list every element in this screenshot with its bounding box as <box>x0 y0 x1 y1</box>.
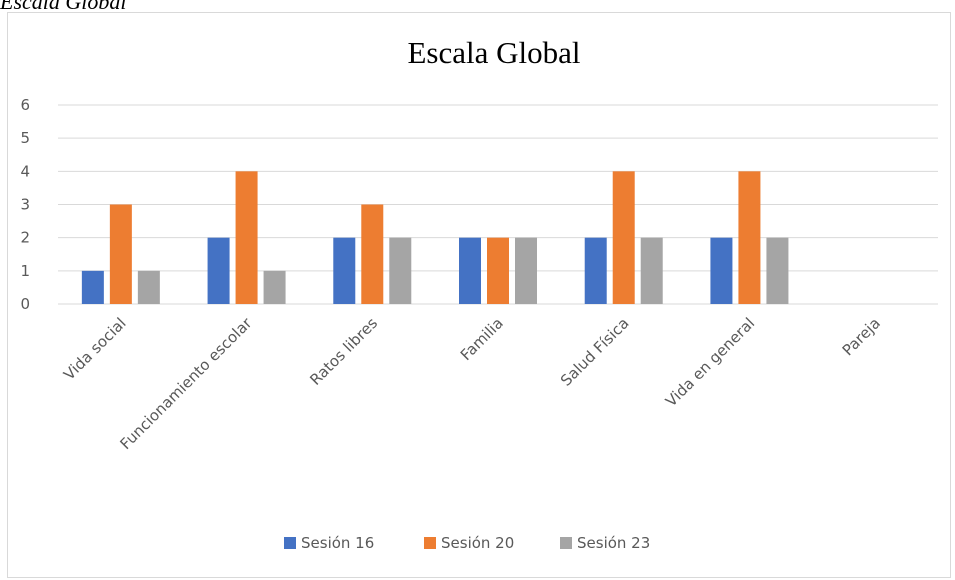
bar <box>710 237 733 304</box>
legend-label: Sesión 20 <box>441 534 514 552</box>
bar <box>361 204 384 304</box>
x-category-label: Vida social <box>60 314 130 384</box>
bar <box>515 237 537 304</box>
bar <box>207 237 230 304</box>
x-category-label: Ratos libres <box>306 314 381 389</box>
bars <box>81 171 789 304</box>
legend-swatch <box>284 537 296 549</box>
bar <box>584 237 607 304</box>
x-category-label: Vida en general <box>662 314 758 410</box>
legend-swatch <box>424 537 436 549</box>
y-tick-label: 4 <box>20 162 30 180</box>
bar <box>137 270 160 304</box>
x-category-label: Funcionamiento escolar <box>116 314 255 453</box>
y-tick-label: 0 <box>20 295 30 313</box>
figure-caption: Escala Global <box>0 0 127 14</box>
y-axis-ticks: 0 1 2 3 4 5 6 <box>20 96 30 313</box>
bar <box>333 237 356 304</box>
legend-swatch <box>560 537 572 549</box>
bar <box>738 171 761 304</box>
bar <box>766 237 789 304</box>
bar <box>263 270 286 304</box>
bar <box>487 237 509 304</box>
x-category-label: Pareja <box>839 314 884 359</box>
bar <box>389 237 412 304</box>
legend: Sesión 16 Sesión 20 Sesión 23 <box>284 534 650 552</box>
y-tick-label: 2 <box>20 229 30 247</box>
bar <box>235 171 258 304</box>
y-tick-label: 3 <box>20 196 30 214</box>
legend-label: Sesión 23 <box>577 534 650 552</box>
bar-chart: Escala Global 0 1 2 3 4 5 6 Vida socialFuncion… <box>20 35 938 552</box>
bar <box>109 204 132 304</box>
y-tick-label: 6 <box>20 96 30 114</box>
bar <box>81 270 104 304</box>
y-tick-label: 1 <box>20 262 30 280</box>
bar <box>459 237 481 304</box>
chart-container: Escala Global 0 1 2 3 4 5 6 Vida social Funcion… <box>7 12 951 578</box>
x-category-label: Salud Física <box>557 314 633 390</box>
bar <box>612 171 635 304</box>
bar <box>640 237 663 304</box>
chart-title: Escala Global <box>407 35 580 70</box>
legend-label: Sesión 16 <box>301 534 374 552</box>
x-category-label: Familia <box>457 314 507 364</box>
y-tick-label: 5 <box>20 129 30 147</box>
